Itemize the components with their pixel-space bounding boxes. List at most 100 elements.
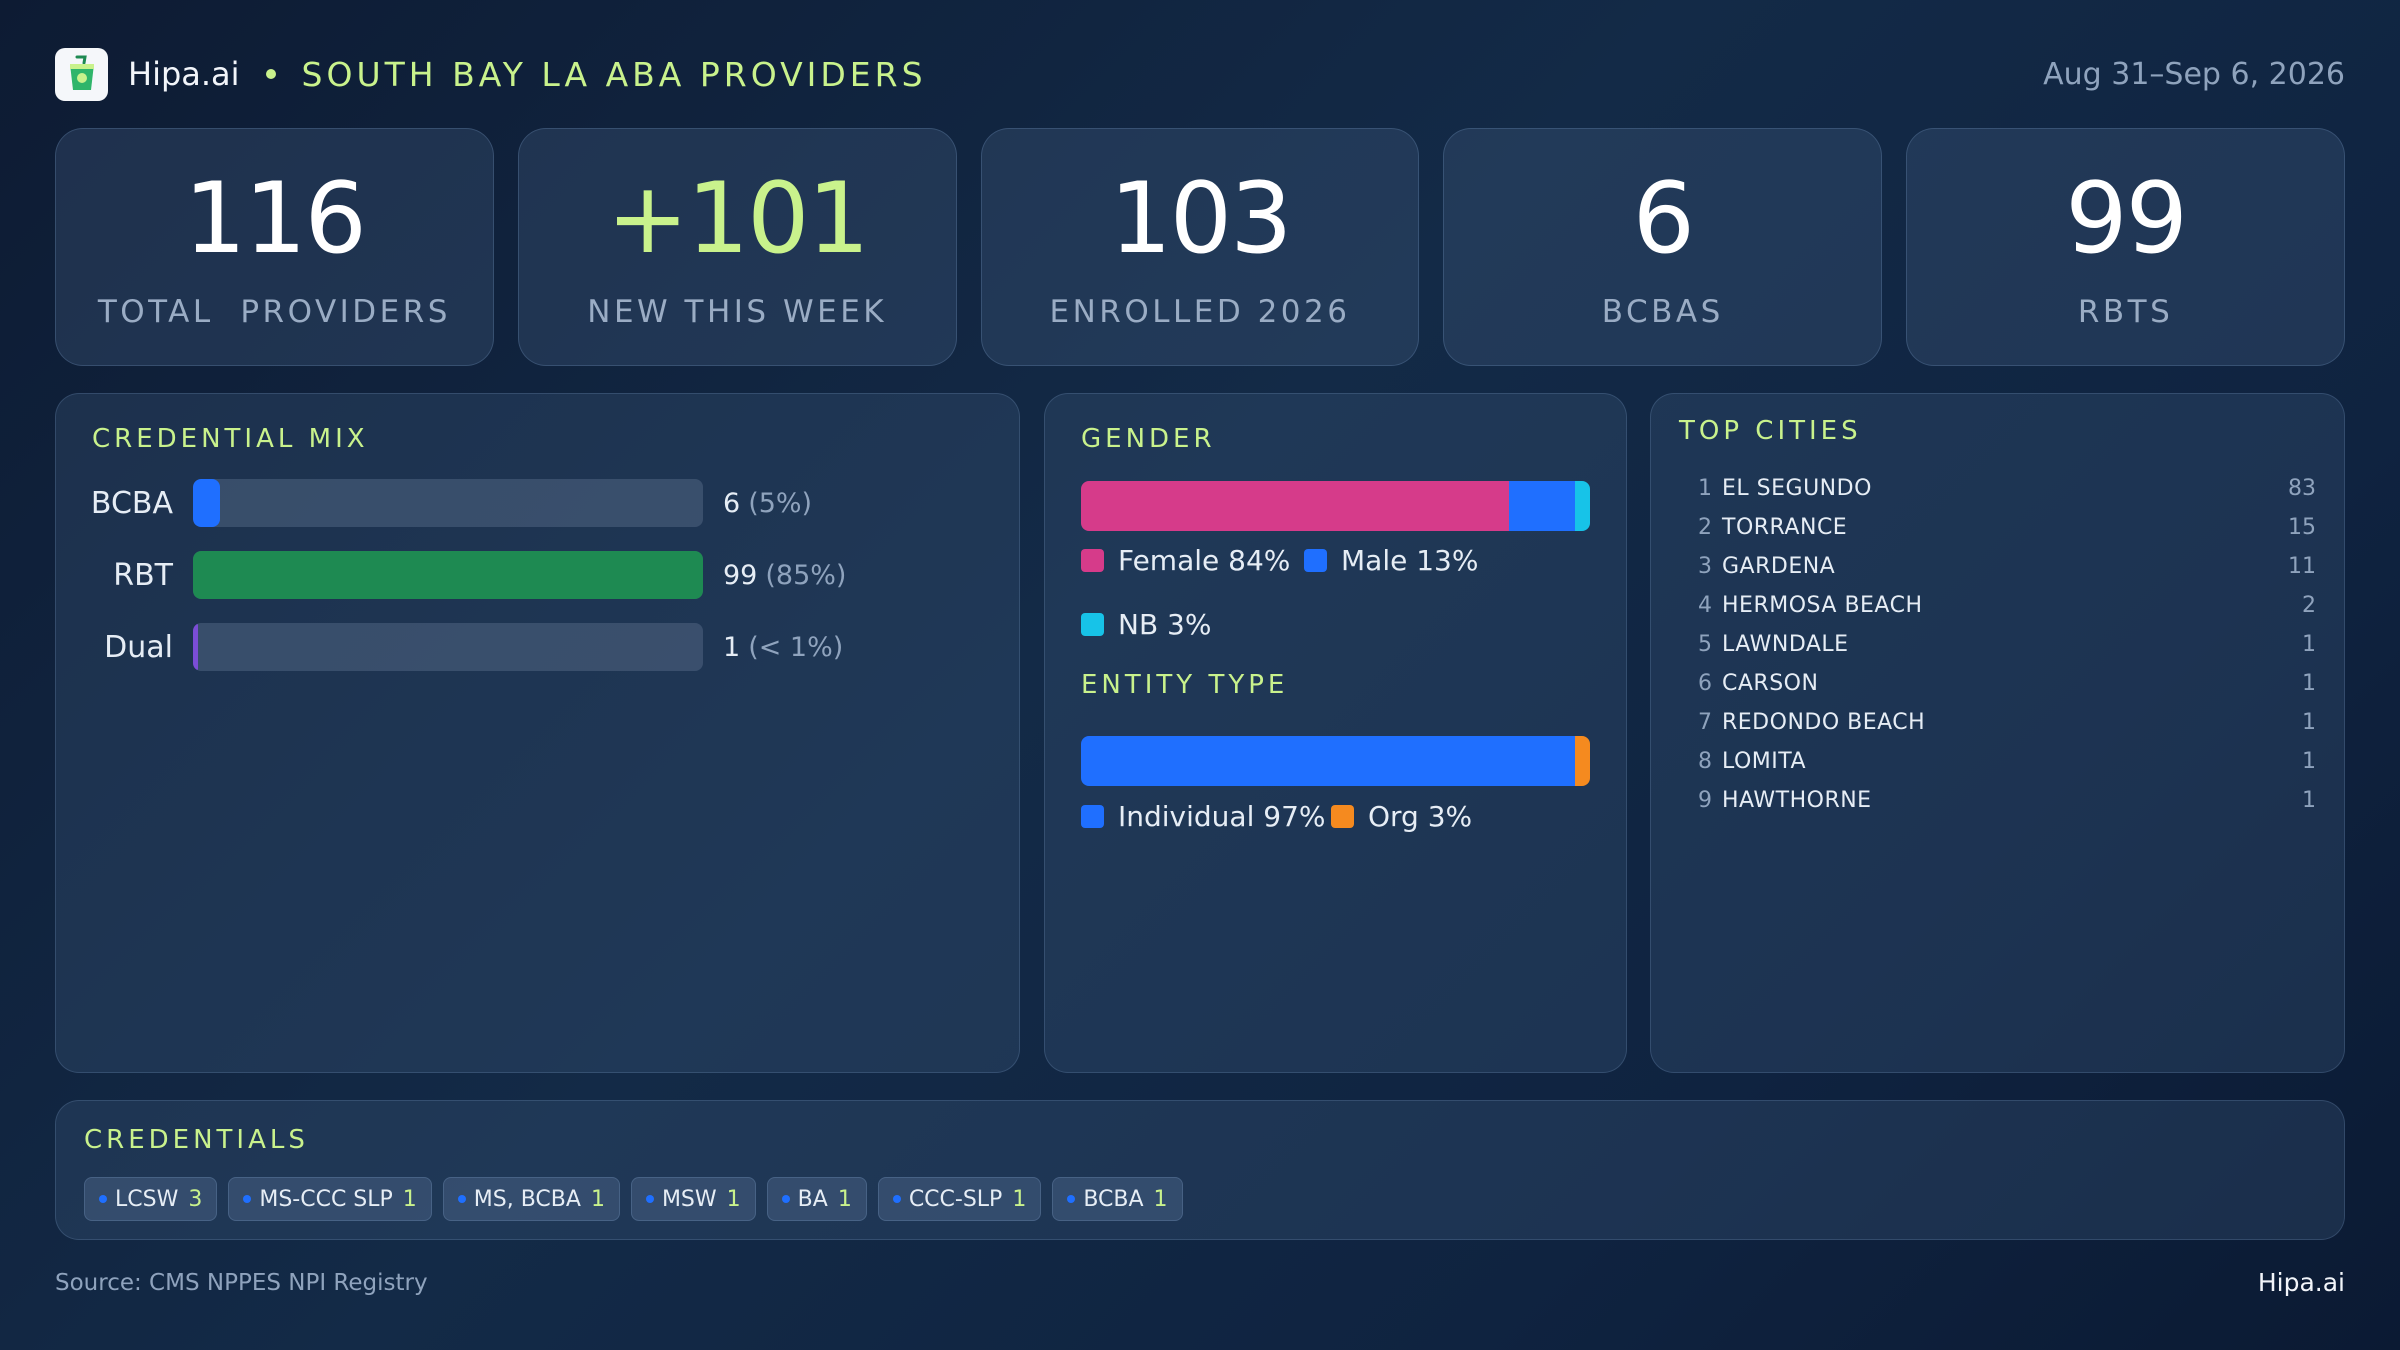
credential-mix-panel: CREDENTIAL MIX BCBA 6 (5%) RBT 99 (85%) Dual 1(… xyxy=(55,393,1020,1073)
credential-mix-label: RBT xyxy=(113,557,173,593)
city-name: EL SEGUNDO xyxy=(1722,475,1872,501)
city-row: 3 GARDENA 11 xyxy=(1677,548,2316,584)
credential-chip[interactable]: CCC-SLP 1 xyxy=(877,1177,1042,1221)
chip-count: 1 xyxy=(590,1186,605,1212)
credential-mix-pct: (< 1%) xyxy=(748,631,844,663)
kpi-card: 103 ENROLLED 2026 xyxy=(980,128,1420,366)
kpi-value: 6 xyxy=(1632,162,1695,276)
chip-count: 1 xyxy=(837,1186,852,1212)
gender-legend-swatch xyxy=(1304,549,1327,572)
entity-type-segment xyxy=(1574,736,1590,786)
entity-type-title: ENTITY TYPE xyxy=(1081,670,1289,700)
city-count: 11 xyxy=(2288,553,2316,579)
chip-dot-icon xyxy=(892,1195,901,1203)
city-rank: 9 xyxy=(1698,787,1712,813)
gender-title: GENDER xyxy=(1081,424,1216,454)
credential-mix-count: 6 xyxy=(723,487,741,519)
chip-dot-icon xyxy=(243,1195,252,1203)
gender-legend-swatch xyxy=(1081,613,1104,636)
credential-mix-bar xyxy=(193,551,703,599)
city-name: GARDENA xyxy=(1722,553,1836,579)
city-row: 1 EL SEGUNDO 83 xyxy=(1677,470,2316,506)
credentials-panel: CREDENTIALS LCSW 3 MS-CCC SLP 1 MS, BCBA 1 MSW… xyxy=(55,1100,2345,1240)
gender-legend-item: Female 84% xyxy=(1081,544,1290,577)
kpi-row: 116 TOTAL PROVIDERS +101 NEW THIS WEEK 103 EN… xyxy=(55,128,2345,366)
kpi-label: TOTAL PROVIDERS xyxy=(97,294,451,330)
city-count: 83 xyxy=(2288,475,2316,501)
city-row: 9 HAWTHORNE 1 xyxy=(1677,782,2316,818)
city-name: CARSON xyxy=(1722,670,1819,696)
entity-type-legend-swatch xyxy=(1331,805,1354,828)
credential-mix-bar xyxy=(193,623,198,671)
city-row: 8 LOMITA 1 xyxy=(1677,743,2316,779)
credential-mix-label: BCBA xyxy=(90,485,173,521)
kpi-card: +101 NEW THIS WEEK xyxy=(517,128,957,366)
credential-mix-row: Dual 1 (< 1%) xyxy=(56,622,1019,672)
credential-chip[interactable]: MS-CCC SLP 1 xyxy=(228,1177,432,1221)
gender-legend-item: NB 3% xyxy=(1081,608,1211,641)
chip-label: MSW xyxy=(661,1186,717,1212)
top-cities-title: TOP CITIES xyxy=(1679,416,1862,446)
page-title: SOUTH BAY LA ABA PROVIDERS xyxy=(301,54,927,94)
credential-mix-value: 1 (< 1%) xyxy=(723,632,843,663)
city-rank: 8 xyxy=(1698,748,1712,774)
gender-segment xyxy=(1508,481,1575,531)
credential-chip[interactable]: BCBA 1 xyxy=(1052,1177,1183,1221)
city-count: 1 xyxy=(2302,709,2316,735)
entity-type-legend-swatch xyxy=(1081,805,1104,828)
chip-count: 3 xyxy=(188,1186,203,1212)
separator-dot xyxy=(265,69,276,79)
kpi-value: +101 xyxy=(606,162,870,276)
credential-mix-value: 6 (5%) xyxy=(723,488,812,519)
gender-legend-swatch xyxy=(1081,549,1104,572)
gender-stacked-bar xyxy=(1081,481,1590,531)
kpi-card: 116 TOTAL PROVIDERS xyxy=(55,128,494,366)
chip-dot-icon xyxy=(99,1195,107,1203)
chip-count: 1 xyxy=(1012,1186,1027,1212)
city-name: HAWTHORNE xyxy=(1722,787,1872,813)
gender-legend-label: NB 3% xyxy=(1118,608,1212,641)
brand-name: Hipa.ai xyxy=(128,55,240,93)
chip-count: 1 xyxy=(402,1186,417,1212)
credential-mix-value: 99 (85%) xyxy=(723,560,846,591)
entity-type-legend-item: Individual 97% xyxy=(1081,800,1326,833)
entity-type-legend-item: Org 3% xyxy=(1331,800,1472,833)
credential-chips: LCSW 3 MS-CCC SLP 1 MS, BCBA 1 MSW 1 BA 1 CCC-SLP 1… xyxy=(84,1177,1183,1221)
footer-brand[interactable]: Hipa.ai xyxy=(2257,1268,2345,1297)
city-name: REDONDO BEACH xyxy=(1722,709,1926,735)
credential-chip[interactable]: MS, BCBA 1 xyxy=(442,1177,620,1221)
city-row: 2 TORRANCE 15 xyxy=(1677,509,2316,545)
credential-chip[interactable]: LCSW 3 xyxy=(84,1177,218,1221)
city-count: 1 xyxy=(2302,787,2316,813)
city-rank: 2 xyxy=(1698,514,1712,540)
credential-mix-row: RBT 99 (85%) xyxy=(56,550,1019,600)
credential-mix-track xyxy=(193,479,703,527)
city-count: 1 xyxy=(2302,670,2316,696)
city-count: 15 xyxy=(2288,514,2316,540)
credential-chip[interactable]: MSW 1 xyxy=(630,1177,756,1221)
city-name: TORRANCE xyxy=(1722,514,1848,540)
kpi-value: 116 xyxy=(183,162,367,276)
city-count: 1 xyxy=(2302,631,2316,657)
city-rank: 3 xyxy=(1698,553,1712,579)
credential-mix-pct: (5%) xyxy=(748,487,813,519)
entity-type-legend-label: Individual 97% xyxy=(1118,800,1326,833)
chip-dot-icon xyxy=(1067,1195,1076,1203)
city-row: 5 LAWNDALE 1 xyxy=(1677,626,2316,662)
credential-chip[interactable]: BA 1 xyxy=(766,1177,867,1221)
kpi-value: 103 xyxy=(1109,162,1292,276)
city-rank: 1 xyxy=(1698,475,1712,501)
kpi-label: NEW THIS WEEK xyxy=(587,294,888,330)
city-count: 1 xyxy=(2302,748,2316,774)
gender-segment xyxy=(1574,481,1590,531)
cup-drink-icon xyxy=(69,55,94,90)
city-rank: 4 xyxy=(1698,592,1712,618)
chip-label: LCSW xyxy=(115,1186,179,1212)
city-name: HERMOSA BEACH xyxy=(1722,592,1923,618)
brand-logo[interactable] xyxy=(55,47,108,101)
chip-dot-icon xyxy=(781,1195,790,1203)
credentials-title: CREDENTIALS xyxy=(84,1125,309,1155)
entity-type-stacked-bar xyxy=(1081,736,1590,786)
city-row: 4 HERMOSA BEACH 2 xyxy=(1677,587,2316,623)
credential-mix-count: 99 xyxy=(723,559,758,591)
